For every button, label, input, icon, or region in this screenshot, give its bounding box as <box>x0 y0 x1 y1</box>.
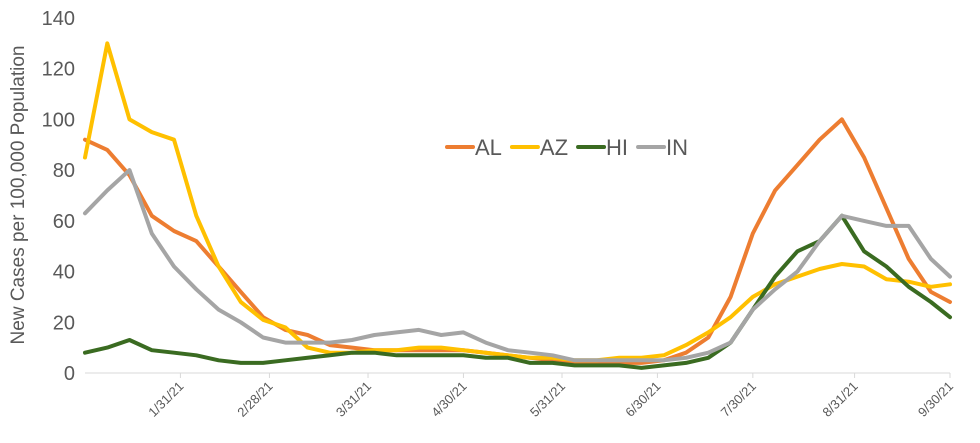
series-line <box>83 213 952 370</box>
x-tick-label: 1/31/21 <box>145 379 186 420</box>
x-tick-label: 2/28/21 <box>234 379 275 420</box>
x-tick-label: 7/30/21 <box>718 379 759 420</box>
legend-label: IN <box>666 135 688 160</box>
legend-label: AL <box>475 135 502 160</box>
x-tick-label: 3/31/21 <box>333 379 374 420</box>
x-tick-label: 6/30/21 <box>622 379 663 420</box>
legend-label: HI <box>606 135 628 160</box>
y-tick-label: 140 <box>42 8 75 30</box>
x-tick-label: 9/30/21 <box>915 379 956 420</box>
y-tick-label: 120 <box>42 59 75 81</box>
series-line <box>83 168 952 363</box>
y-tick-label: 80 <box>53 160 75 182</box>
y-tick-label: 0 <box>64 363 75 385</box>
y-tick-label: 40 <box>53 262 75 284</box>
x-tick-label: 5/31/21 <box>527 379 568 420</box>
y-tick-label: 20 <box>53 312 75 334</box>
series-line <box>83 41 952 363</box>
y-tick-label: 100 <box>42 109 75 131</box>
y-axis-title: New Cases per 100,000 Population <box>8 46 29 345</box>
x-tick-label: 4/30/21 <box>428 379 469 420</box>
x-tick-label: 8/31/21 <box>819 379 860 420</box>
y-tick-label: 60 <box>53 211 75 233</box>
legend-label: AZ <box>540 135 568 160</box>
